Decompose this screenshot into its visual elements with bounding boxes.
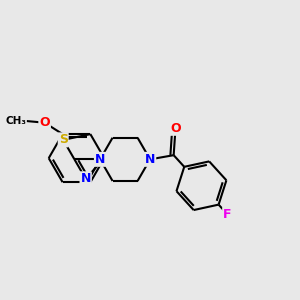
Text: F: F xyxy=(223,208,232,221)
Text: N: N xyxy=(95,153,105,166)
Text: S: S xyxy=(59,134,68,146)
Text: N: N xyxy=(80,172,91,185)
Text: N: N xyxy=(145,153,155,166)
Text: CH₃: CH₃ xyxy=(5,116,26,126)
Text: O: O xyxy=(170,122,181,135)
Text: O: O xyxy=(39,116,50,129)
